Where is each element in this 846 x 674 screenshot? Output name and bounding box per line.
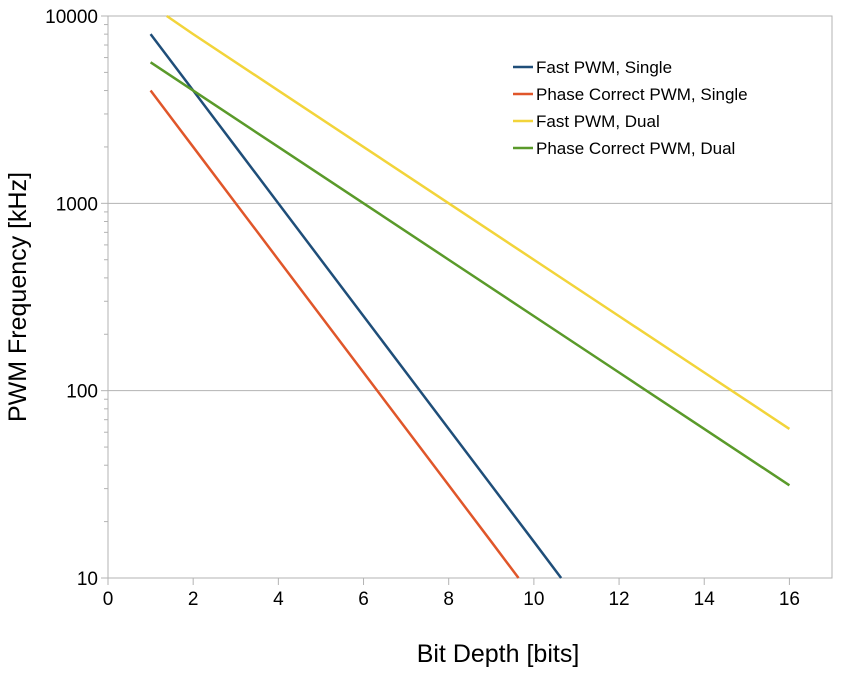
x-tick-label: 2 [188, 589, 199, 610]
y-tick-label: 10000 [45, 7, 98, 28]
series-line-phase-correct-pwm-dual [149, 61, 791, 487]
x-tick-label: 14 [694, 589, 716, 610]
x-tick-label: 4 [273, 589, 284, 610]
x-axis-ticks: 0 2 4 6 8 10 12 14 16 [103, 578, 800, 610]
x-axis-title: Bit Depth [bits] [417, 640, 580, 668]
series-line-fast-pwm-dual [166, 14, 791, 430]
x-tick-label: 12 [608, 589, 629, 610]
x-tick-label: 10 [523, 589, 544, 610]
plot-area-frame [107, 15, 833, 579]
y-tick-label: 1000 [56, 194, 98, 215]
y-tick-label: 10 [77, 569, 98, 590]
y-minor-ticks [104, 24, 108, 523]
y-axis-ticks: 10 100 1000 10000 [45, 7, 108, 590]
legend-label-phase-correct-pwm-single: Phase Correct PWM, Single [536, 85, 748, 104]
legend-label-fast-pwm-dual: Fast PWM, Dual [536, 112, 660, 131]
y-axis-title: PWM Frequency [kHz] [4, 172, 32, 422]
x-tick-label: 6 [358, 589, 369, 610]
series-line-phase-correct-pwm-single [149, 89, 520, 579]
legend-label-fast-pwm-single: Fast PWM, Single [536, 58, 672, 77]
x-tick-label: 0 [103, 589, 114, 610]
y-tick-label: 100 [66, 382, 98, 403]
x-tick-label: 16 [779, 589, 800, 610]
legend: Fast PWM, Single Phase Correct PWM, Singl… [513, 58, 748, 158]
x-tick-label: 8 [443, 589, 454, 610]
legend-label-phase-correct-pwm-dual: Phase Correct PWM, Dual [536, 139, 735, 158]
series-lines [149, 14, 791, 579]
series-line-fast-pwm-single [149, 33, 563, 579]
